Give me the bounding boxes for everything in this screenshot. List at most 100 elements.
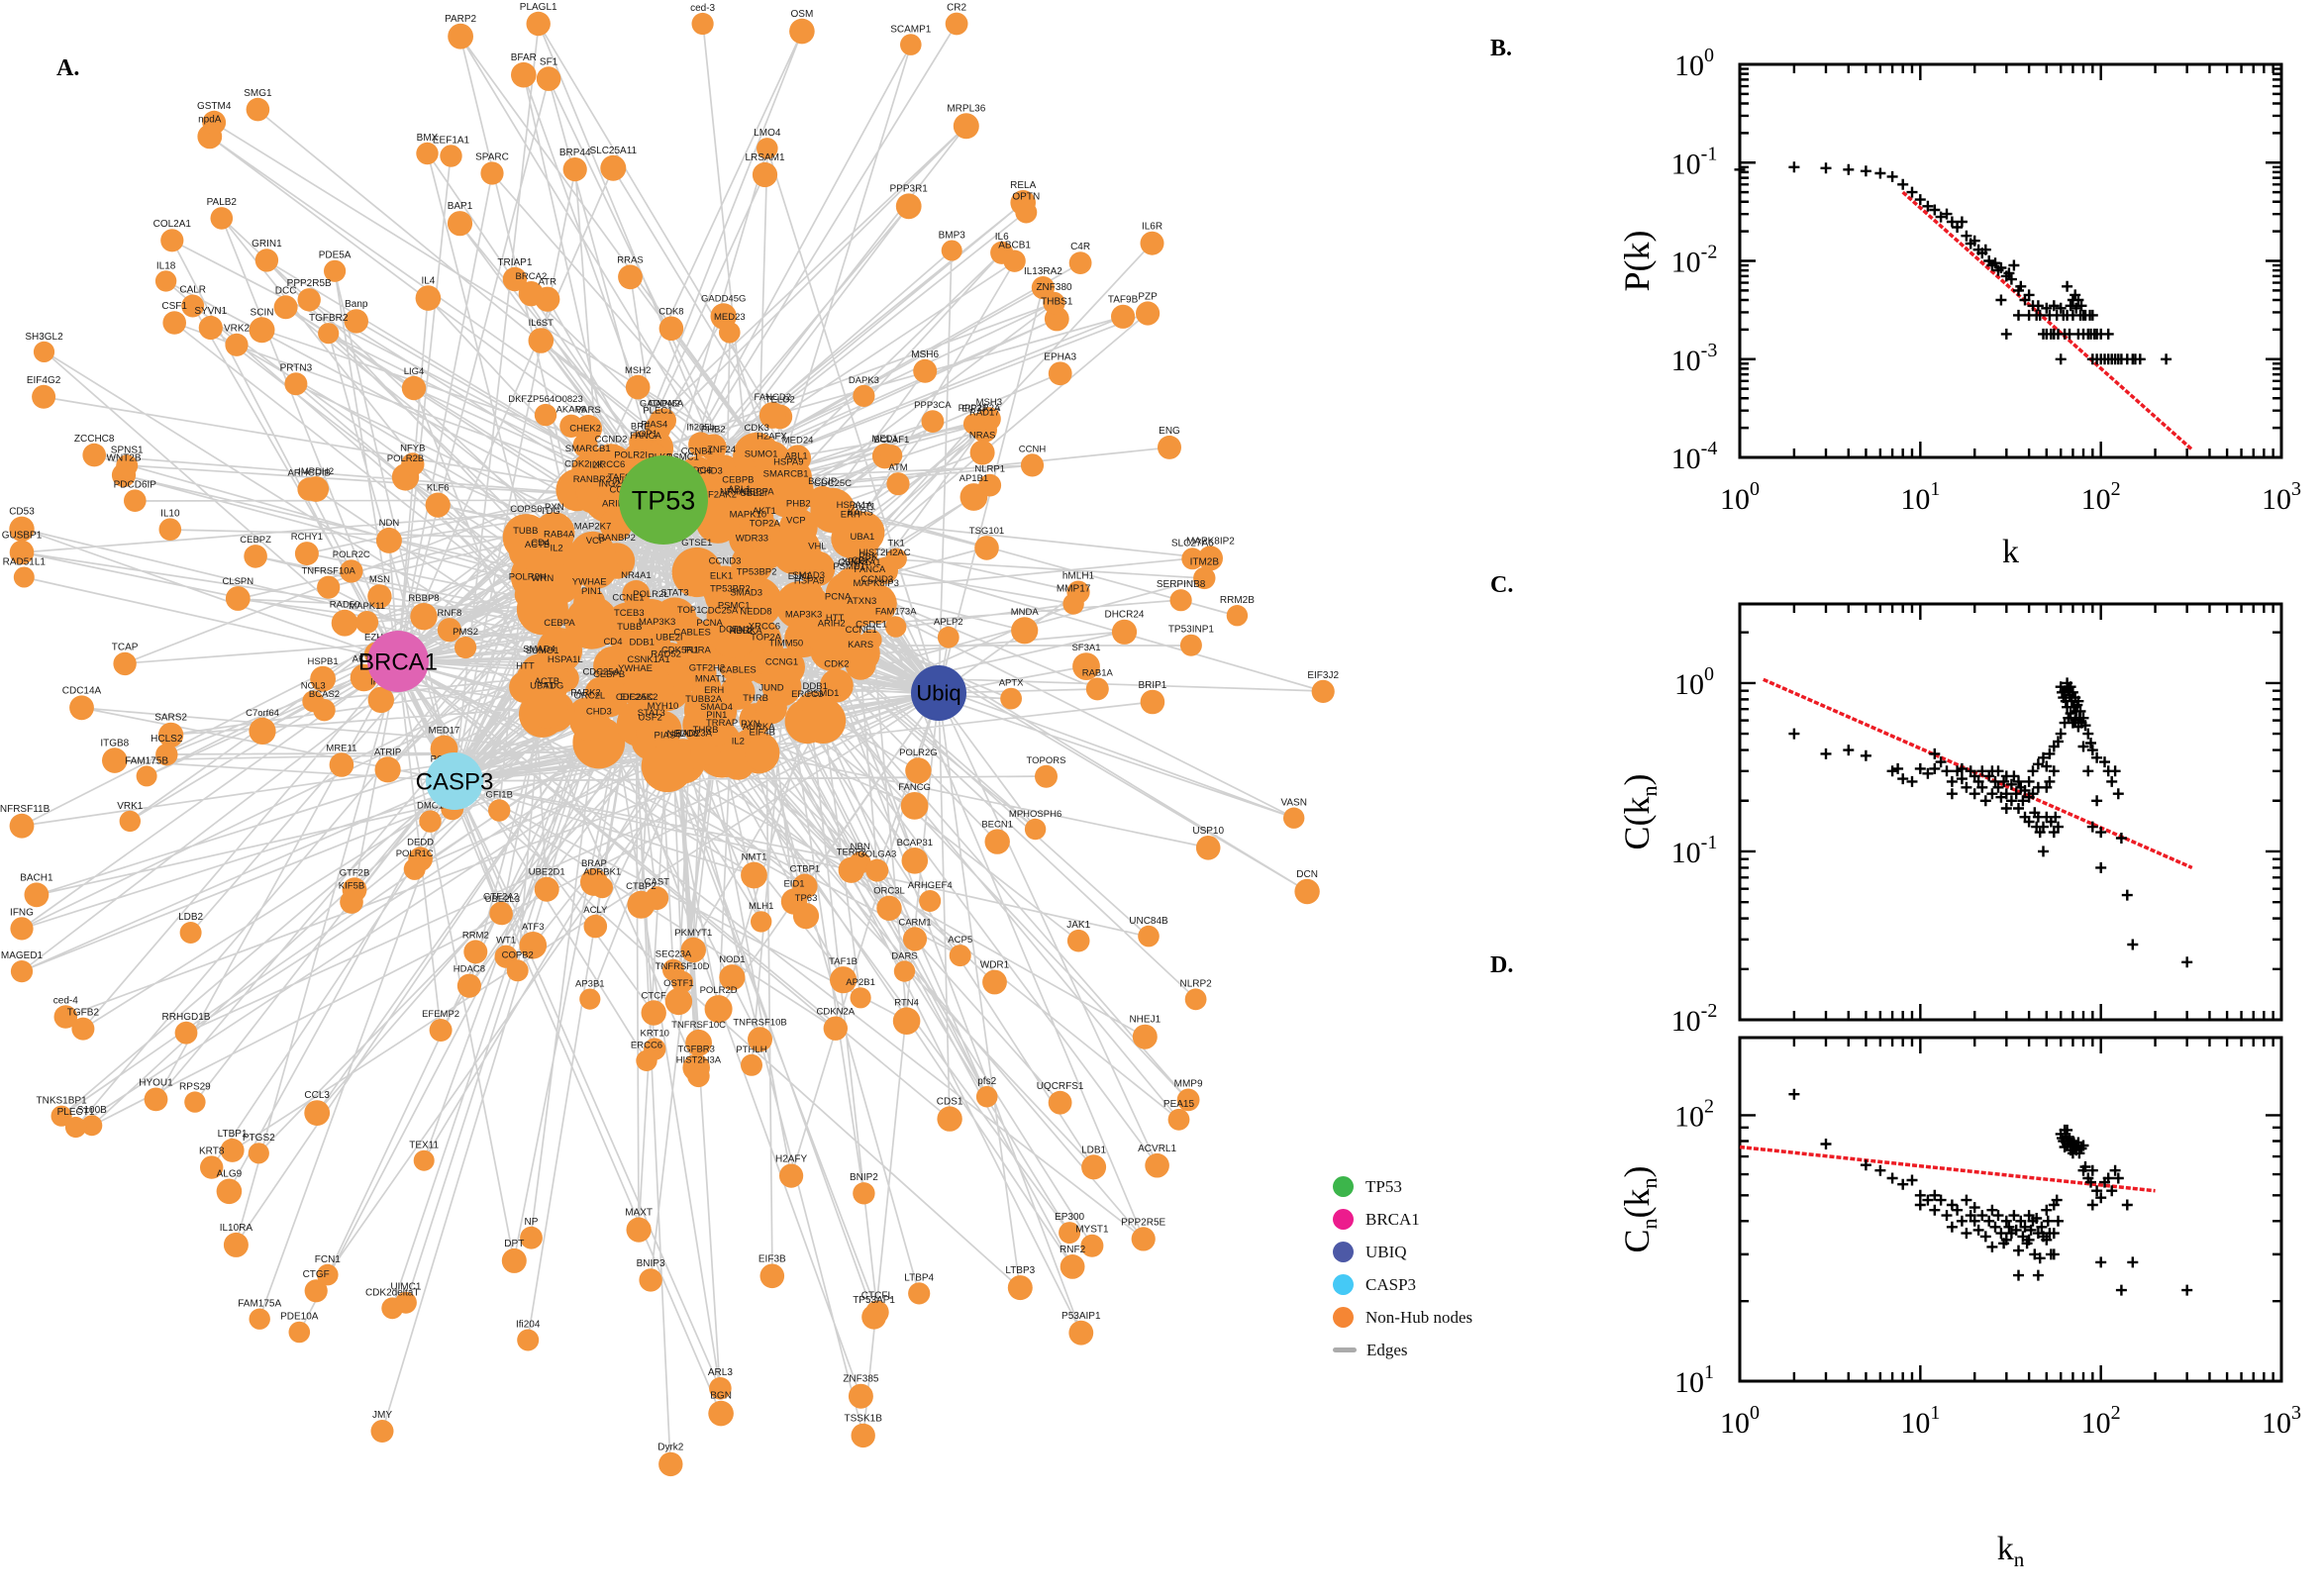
network-node xyxy=(355,611,379,634)
network-node-label: CCND3 xyxy=(709,556,742,567)
network-node xyxy=(401,375,427,401)
legend-item-brca1: BRCA1 xyxy=(1333,1203,1472,1236)
network-node-label: PXN xyxy=(545,502,564,513)
network-node xyxy=(921,410,945,433)
network-node-label: GSTM4 xyxy=(197,101,232,112)
network-node xyxy=(784,445,812,472)
network-node xyxy=(908,1282,931,1305)
y-axis-title: P(k) xyxy=(1617,231,1657,292)
network-node-label: FAM175B xyxy=(125,755,168,766)
network-node-label: Ifi204 xyxy=(516,1320,541,1331)
network-node xyxy=(990,241,1014,264)
network-legend: TP53 BRCA1 UBIQ CASP3 Non-Hub nodes Edges xyxy=(1333,1170,1472,1366)
network-node-label: PBK xyxy=(858,551,878,562)
network-node-label: BACH1 xyxy=(20,872,53,883)
network-node-label: CDC14A xyxy=(62,685,102,696)
network-node-label: CDK2 xyxy=(824,659,849,670)
hub-label-brca1: BRCA1 xyxy=(358,648,438,675)
network-node xyxy=(892,1007,921,1035)
network-node xyxy=(32,384,56,409)
network-node xyxy=(313,699,336,722)
network-node-label: KLF6 xyxy=(427,482,450,493)
network-node-label: CCNE1 xyxy=(612,592,644,603)
network-node xyxy=(691,12,714,36)
network-node xyxy=(752,161,778,188)
network-node-label: POLR2H xyxy=(509,572,547,583)
network-node-label: AP3B1 xyxy=(575,979,605,990)
network-node-label: NMT1 xyxy=(742,852,767,863)
network-node-label: AKT1 xyxy=(753,506,776,517)
network-node-label: AURKA xyxy=(743,722,775,733)
network-node xyxy=(919,890,942,912)
network-node xyxy=(210,207,234,230)
network-node-label: MAP2K7 xyxy=(574,522,612,533)
network-node-label: PPP2R5B xyxy=(287,278,332,289)
network-node-label: Banp xyxy=(345,299,368,310)
network-node-label: GTF2H2 xyxy=(689,663,725,674)
network-node-label: PLEC1 xyxy=(643,406,672,417)
network-node-label: PTHLH xyxy=(736,1045,766,1055)
network-node-label: CTBP2 xyxy=(626,881,656,892)
network-node-label: EIF2AK2 xyxy=(699,490,737,501)
network-node-label: SPNS1 xyxy=(111,445,144,455)
network-node-label: TCEB3 xyxy=(614,608,645,619)
network-node-label: GADD45A xyxy=(640,399,684,410)
network-node-label: HSPB1 xyxy=(308,656,339,667)
network-node xyxy=(704,995,733,1024)
network-node-label: ABL1 xyxy=(784,451,807,462)
network-node-label: LTBP1 xyxy=(218,1129,248,1140)
network-graph: CABLES ERH CCNE1 CCND3 CDK2 NEDD8 KARS THRB UBA1… xyxy=(0,2,1339,1477)
network-node xyxy=(297,288,321,312)
network-node xyxy=(629,431,653,454)
network-node-label: VRK1 xyxy=(117,801,144,812)
network-node-label: BRCA2 xyxy=(516,271,548,282)
network-node-label: TOP1 xyxy=(677,605,702,616)
network-node-label: PSMC1 xyxy=(666,452,699,463)
network-node-label: ATM xyxy=(888,462,907,473)
network-node-label: STAT3 xyxy=(660,588,688,599)
network-node-label: SCAMP1 xyxy=(890,24,932,35)
network-node xyxy=(1226,605,1249,627)
network-node-label: COL2A1 xyxy=(153,219,192,230)
network-node-label: DMC1 xyxy=(417,801,444,812)
network-node-label: MMP17 xyxy=(1057,583,1091,594)
network-node xyxy=(1197,546,1223,571)
network-node-label: FCN1 xyxy=(315,1254,342,1265)
network-node xyxy=(597,488,622,513)
y-tick-label: 101 xyxy=(1674,1361,1714,1399)
network-node xyxy=(124,489,147,512)
network-node-label: MAP3K3 xyxy=(785,609,823,620)
y-tick-label: 100 xyxy=(1674,663,1714,701)
network-node-label: NLRP2 xyxy=(1179,978,1212,989)
network-node-label: THRB xyxy=(693,725,719,736)
network-node-label: CALR xyxy=(179,284,206,295)
network-node-label: DPT xyxy=(504,1239,524,1249)
network-node xyxy=(709,1377,732,1400)
network-node-label: PDCD6IP xyxy=(114,479,157,490)
network-node-label: CTBP1 xyxy=(790,864,821,875)
network-node-label: MSN xyxy=(369,574,390,585)
network-node xyxy=(589,678,629,718)
network-node xyxy=(401,452,425,476)
network-node-label: VARS xyxy=(576,405,601,416)
network-node-label: NFYB xyxy=(400,443,425,453)
network-node-label: POLR2D xyxy=(700,985,738,996)
network-node-label: CCND3 xyxy=(860,574,893,585)
edge-swatch-icon xyxy=(1333,1347,1357,1352)
legend-label: CASP3 xyxy=(1365,1274,1417,1294)
network-node-label: DCTN1 xyxy=(719,625,751,636)
network-node-label: CDS1 xyxy=(937,1096,963,1107)
node-swatch-icon xyxy=(1333,1176,1354,1197)
network-node-label: UBE2I xyxy=(740,488,766,499)
network-node-label: SYVN1 xyxy=(194,306,227,317)
network-node xyxy=(317,1263,339,1286)
network-node xyxy=(288,1321,311,1344)
network-node xyxy=(719,322,741,344)
legend-item-non-hub-nodes: Non-Hub nodes xyxy=(1333,1301,1472,1334)
network-node-label: TELO2 xyxy=(765,395,795,406)
network-node xyxy=(317,575,341,599)
network-node xyxy=(516,583,568,636)
network-node-label: DKFZP564O0823 xyxy=(508,394,583,405)
network-node xyxy=(410,603,438,631)
network-node xyxy=(644,627,671,654)
